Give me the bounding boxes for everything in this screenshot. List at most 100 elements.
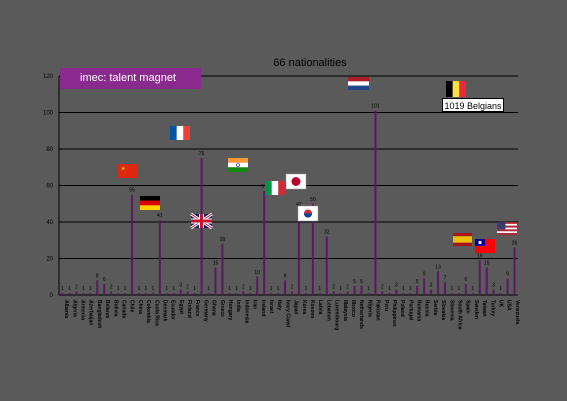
x-tick-label: Venezuela bbox=[514, 300, 520, 324]
bar-value-label: 6 bbox=[464, 277, 467, 283]
bar-value-label: 1 bbox=[277, 286, 280, 292]
bar-value-label: 1 bbox=[235, 286, 238, 292]
bar bbox=[284, 280, 287, 295]
x-tick-label: Egypt bbox=[178, 300, 184, 314]
bar bbox=[290, 291, 293, 295]
bar-value-label: 1 bbox=[471, 286, 474, 292]
x-tick-label: Poland bbox=[399, 300, 405, 317]
bar-value-label: 1 bbox=[318, 286, 321, 292]
x-tick-label: Israel bbox=[268, 300, 274, 314]
bar-value-label: 9 bbox=[506, 272, 509, 278]
bar bbox=[492, 289, 495, 295]
bar bbox=[158, 220, 161, 295]
y-axis: 0 20 40 60 80 100 120 bbox=[43, 74, 60, 299]
bar-value-label: 1 bbox=[339, 286, 342, 292]
bar-value-label: 1 bbox=[388, 286, 391, 292]
bar bbox=[131, 194, 134, 295]
netherlands-flag-icon bbox=[348, 77, 369, 90]
bar bbox=[304, 293, 307, 295]
x-tick-label: Spain bbox=[465, 300, 471, 314]
y-tick-label: 60 bbox=[46, 184, 53, 190]
x-tick-label: Mexico bbox=[350, 300, 356, 317]
bar bbox=[311, 203, 314, 295]
bar-value-label: 26 bbox=[512, 241, 518, 247]
y-tick-label: 20 bbox=[46, 257, 53, 263]
x-tick-label: Turkey bbox=[489, 300, 495, 316]
bar bbox=[346, 291, 349, 295]
bar bbox=[207, 293, 210, 295]
x-tick-label: Pakistan bbox=[375, 300, 381, 321]
bar bbox=[277, 293, 280, 295]
bar-value-label: 1 bbox=[451, 286, 454, 292]
bar-value-label: 28 bbox=[220, 237, 226, 243]
bar-value-label: 1 bbox=[304, 286, 307, 292]
bar-value-label: 1 bbox=[89, 286, 92, 292]
x-tick-label: Germany bbox=[202, 300, 208, 322]
x-tick-label: Azerbaijan bbox=[88, 300, 94, 325]
bar-value-label: 1 bbox=[124, 286, 127, 292]
bar-value-label: 1 bbox=[151, 286, 154, 292]
bar bbox=[89, 293, 92, 295]
y-tick-label: 120 bbox=[43, 74, 54, 80]
x-tick-label: USA bbox=[506, 300, 512, 311]
bar-value-label: 55 bbox=[129, 188, 135, 194]
x-tick-label: Netherlands bbox=[358, 300, 364, 329]
bar-value-label: 15 bbox=[484, 261, 490, 267]
usa-flag-icon bbox=[497, 222, 517, 235]
bar-value-label: 7 bbox=[444, 275, 447, 281]
bar-value-label: 2 bbox=[291, 284, 294, 290]
bar bbox=[437, 271, 440, 295]
bar bbox=[409, 293, 412, 295]
bar bbox=[179, 289, 182, 295]
bar bbox=[68, 293, 71, 295]
bar bbox=[228, 293, 231, 295]
taiwan-flag-icon bbox=[475, 239, 495, 253]
bar bbox=[172, 293, 175, 295]
bar-value-label: 1 bbox=[193, 286, 196, 292]
bar bbox=[144, 293, 147, 295]
bar-value-label: 1 bbox=[409, 286, 412, 292]
x-tick-label: Hungary bbox=[227, 300, 233, 321]
bar-value-label: 6 bbox=[103, 277, 106, 283]
bar bbox=[214, 267, 217, 295]
japan-flag-icon bbox=[285, 173, 307, 190]
bar-value-label: 19 bbox=[477, 253, 483, 259]
bar-value-label: 1 bbox=[270, 286, 273, 292]
bar-value-label: 2 bbox=[75, 284, 78, 290]
bar-value-label: 1 bbox=[249, 286, 252, 292]
bar-value-label: 1 bbox=[61, 286, 64, 292]
bar-value-label: 50 bbox=[310, 197, 316, 203]
x-tick-label: Finland bbox=[186, 300, 192, 318]
x-tick-label: Japan bbox=[293, 300, 299, 314]
x-tick-label: Bangladesh bbox=[96, 300, 102, 328]
bar bbox=[221, 243, 224, 295]
y-tick-label: 100 bbox=[43, 111, 54, 117]
bar bbox=[360, 285, 363, 295]
bar-value-label: 8 bbox=[96, 273, 99, 279]
bar-value-label: 2 bbox=[332, 284, 335, 290]
bar bbox=[193, 293, 196, 295]
bar bbox=[457, 293, 460, 295]
bar bbox=[151, 293, 154, 295]
bar-value-label: 1 bbox=[82, 286, 85, 292]
bar bbox=[478, 260, 481, 295]
bar-value-label: 8 bbox=[284, 273, 287, 279]
x-tick-label: Luxembourg bbox=[334, 300, 340, 330]
bar-value-label: 3 bbox=[430, 283, 433, 289]
bar-value-label: 1 bbox=[228, 286, 231, 292]
y-tick-label: 40 bbox=[46, 220, 53, 226]
belgians-callout: 1019 Belgians bbox=[442, 98, 504, 112]
bar bbox=[61, 293, 64, 295]
bar bbox=[242, 291, 245, 295]
x-tick-label: Ghana bbox=[211, 300, 217, 316]
x-tick-label: Chile bbox=[129, 300, 135, 312]
bar-value-label: 101 bbox=[371, 104, 380, 110]
bar bbox=[318, 293, 321, 295]
bar-value-label: 1 bbox=[172, 286, 175, 292]
x-tick-label: Philippines bbox=[391, 300, 397, 327]
x-tick-label: Bolivia bbox=[112, 300, 118, 317]
bar-value-label: 1 bbox=[145, 286, 148, 292]
bar-value-label: 13 bbox=[435, 264, 441, 270]
italy-flag-icon bbox=[265, 181, 285, 195]
